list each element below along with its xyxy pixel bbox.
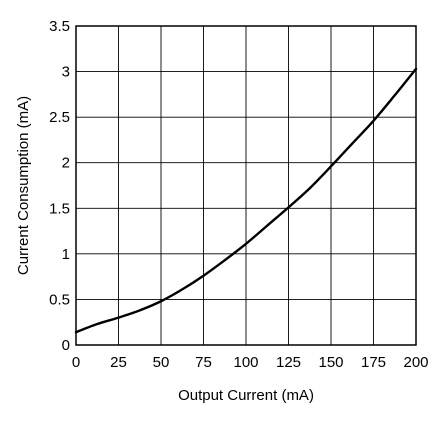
- y-tick-label: 2: [62, 155, 70, 172]
- x-tick-label: 25: [110, 354, 127, 371]
- x-axis-ticks: 0 25 50 75 100 125 150 175 200: [72, 354, 429, 371]
- grid: [75, 25, 417, 346]
- x-tick-label: 175: [361, 354, 386, 371]
- y-tick-label: 1: [62, 246, 70, 263]
- x-tick-label: 100: [233, 354, 258, 371]
- y-tick-label: 0.5: [49, 291, 70, 308]
- x-tick-label: 50: [153, 354, 170, 371]
- y-axis-label: Current Consumption (mA): [15, 96, 32, 275]
- x-tick-label: 0: [72, 354, 80, 371]
- x-axis-label: Output Current (mA): [178, 387, 314, 404]
- y-tick-label: 3.5: [49, 18, 70, 35]
- y-axis-ticks: 0 0.5 1 1.5 2 2.5 3 3.5: [49, 18, 70, 354]
- plot-area: [75, 25, 417, 346]
- x-tick-label: 125: [276, 354, 301, 371]
- x-tick-label: 75: [195, 354, 212, 371]
- y-tick-label: 2.5: [49, 109, 70, 126]
- y-tick-label: 0: [62, 337, 70, 354]
- y-tick-label: 1.5: [49, 200, 70, 217]
- x-tick-label: 150: [318, 354, 343, 371]
- x-tick-label: 200: [403, 354, 428, 371]
- series-line: [74, 67, 418, 334]
- y-tick-label: 3: [62, 64, 70, 81]
